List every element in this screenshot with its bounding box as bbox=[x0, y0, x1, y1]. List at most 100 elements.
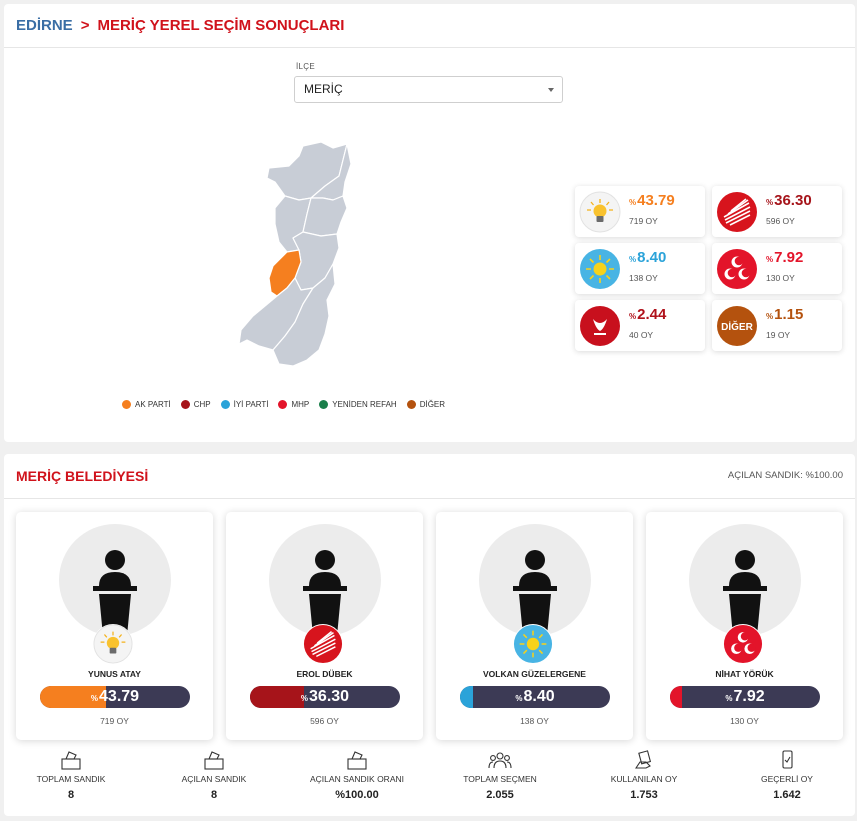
party-result-zafer[interactable]: %2.44 40 OY bbox=[575, 300, 705, 351]
ballot-box-icon bbox=[61, 751, 81, 770]
candidate-pct: %8.40 bbox=[515, 688, 555, 705]
stat-opened-ballot-boxes: AÇILAN SANDIK 8 bbox=[154, 750, 274, 801]
party-result-akp[interactable]: %43.79 719 OY bbox=[575, 186, 705, 237]
voters-group-icon bbox=[488, 752, 512, 769]
iyi-sun-icon bbox=[579, 248, 621, 290]
party-result-iyi[interactable]: %8.40 138 OY bbox=[575, 243, 705, 294]
candidate-pct: %7.92 bbox=[725, 688, 765, 705]
district-results-card: EDİRNE > MERİÇ YEREL SEÇİM SONUÇLARI İLÇ… bbox=[4, 4, 855, 442]
legend-dot bbox=[220, 400, 230, 409]
stat-label: TOPLAM SANDIK bbox=[36, 774, 106, 784]
party-votes: 596 OY bbox=[766, 216, 795, 226]
stat-value: 8 bbox=[210, 789, 218, 801]
svg-text:DİĞER: DİĞER bbox=[721, 320, 753, 333]
district-select[interactable]: MERİÇ bbox=[294, 76, 563, 103]
map-region-east[interactable] bbox=[302, 195, 348, 237]
legend-dot bbox=[122, 400, 131, 409]
legend-dot bbox=[278, 400, 288, 409]
chp-arrows-icon bbox=[716, 191, 758, 233]
candidate-podium-icon bbox=[689, 524, 801, 636]
mhp-crescents-icon bbox=[716, 248, 758, 290]
iyi-sun-icon bbox=[513, 624, 553, 664]
diger-badge-icon: DİĞER bbox=[716, 305, 758, 347]
stat-label: TOPLAM SEÇMEN bbox=[463, 774, 537, 784]
stat-value: 1.753 bbox=[630, 789, 658, 801]
zafer-crest-icon bbox=[579, 305, 621, 347]
candidate-vote-bar-fill bbox=[250, 686, 305, 708]
party-pct: %7.92 bbox=[766, 249, 804, 266]
candidate-vote-bar-fill bbox=[670, 686, 682, 708]
candidate-vote-bar-fill bbox=[460, 686, 473, 708]
party-result-diger[interactable]: DİĞER %1.15 19 OY bbox=[712, 300, 842, 351]
candidate-podium-icon bbox=[59, 524, 171, 636]
party-pct: %2.44 bbox=[629, 306, 667, 323]
stat-label: AÇILAN SANDIK ORANI bbox=[310, 774, 404, 784]
candidate-name: EROL DÜBEK bbox=[296, 669, 353, 679]
opened-ballots-label: AÇILAN SANDIK: %100.00 bbox=[727, 470, 843, 481]
municipality-title: MERİÇ BELEDİYESİ bbox=[16, 468, 149, 484]
candidate-card[interactable]: EROL DÜBEK %36.30 596 OY bbox=[226, 512, 423, 740]
candidate-podium-icon bbox=[479, 524, 591, 636]
party-pct: %43.79 bbox=[629, 192, 675, 209]
candidate-card[interactable]: NİHAT YÖRÜK %7.92 130 OY bbox=[646, 512, 843, 740]
legend-item: AK PARTİ bbox=[122, 400, 171, 409]
legend-label: MHP bbox=[291, 400, 310, 409]
legend-item: YENİDEN REFAH bbox=[319, 400, 397, 409]
candidate-votes: 130 OY bbox=[730, 716, 759, 726]
legend-dot bbox=[406, 400, 416, 409]
party-pct: %1.15 bbox=[766, 306, 804, 323]
vote-hand-icon bbox=[634, 750, 652, 769]
stat-value: 2.055 bbox=[486, 789, 514, 801]
stat-total-ballot-boxes: TOPLAM SANDIK 8 bbox=[11, 750, 131, 801]
chp-arrows-icon bbox=[303, 624, 343, 664]
valid-vote-phone-icon bbox=[782, 750, 793, 769]
legend-item: MHP bbox=[278, 400, 309, 409]
stat-used-votes: KULLANILAN OY 1.753 bbox=[584, 750, 704, 801]
legend-label: İYİ PARTİ bbox=[233, 400, 269, 409]
district-map bbox=[238, 141, 352, 367]
opened-ballot-box-icon bbox=[204, 751, 224, 770]
party-legend: AK PARTİ CHP İYİ PARTİ MHP YENİDEN REFAH… bbox=[122, 400, 445, 409]
map-region-south-east[interactable] bbox=[272, 263, 336, 367]
legend-label: YENİDEN REFAH bbox=[332, 400, 397, 409]
party-votes: 719 OY bbox=[629, 216, 658, 226]
legend-item: İYİ PARTİ bbox=[220, 400, 269, 409]
page-title: MERİÇ YEREL SEÇİM SONUÇLARI bbox=[97, 17, 345, 34]
breadcrumb-separator: > bbox=[80, 17, 90, 34]
legend-dot bbox=[180, 400, 190, 409]
legend-item: DİĞER bbox=[406, 400, 445, 409]
ballot-ratio-icon bbox=[347, 751, 367, 770]
candidate-vote-bar-fill bbox=[40, 686, 106, 708]
stat-value: 8 bbox=[67, 789, 75, 801]
party-result-mhp[interactable]: %7.92 130 OY bbox=[712, 243, 842, 294]
district-select-label: İLÇE bbox=[296, 62, 315, 71]
candidate-vote-bar: %8.40 bbox=[460, 686, 610, 708]
candidate-pct: %36.30 bbox=[300, 688, 350, 705]
party-pct: %36.30 bbox=[766, 192, 812, 209]
legend-item: CHP bbox=[180, 400, 211, 409]
district-select-value: MERİÇ bbox=[304, 82, 343, 96]
divider bbox=[4, 498, 855, 499]
party-votes: 19 OY bbox=[766, 330, 791, 340]
candidate-name: NİHAT YÖRÜK bbox=[715, 669, 774, 679]
candidate-card[interactable]: VOLKAN GÜZELERGENE %8.40 138 OY bbox=[436, 512, 633, 740]
party-votes: 138 OY bbox=[629, 273, 658, 283]
chevron-down-icon bbox=[548, 88, 554, 92]
municipality-results-card: MERİÇ BELEDİYESİ AÇILAN SANDIK: %100.00 bbox=[4, 454, 855, 816]
legend-label: AK PARTİ bbox=[135, 400, 171, 409]
stat-label: GEÇERLİ OY bbox=[761, 774, 813, 784]
party-result-chp[interactable]: %36.30 596 OY bbox=[712, 186, 842, 237]
party-pct: %8.40 bbox=[629, 249, 667, 266]
party-votes: 130 OY bbox=[766, 273, 795, 283]
breadcrumb-city-link[interactable]: EDİRNE bbox=[16, 17, 73, 34]
candidate-name: VOLKAN GÜZELERGENE bbox=[483, 669, 586, 679]
stat-label: KULLANILAN OY bbox=[610, 774, 678, 784]
candidate-card[interactable]: YUNUS ATAY %43.79 719 OY bbox=[16, 512, 213, 740]
candidate-votes: 138 OY bbox=[520, 716, 549, 726]
akp-bulb-icon bbox=[93, 624, 133, 664]
candidate-votes: 596 OY bbox=[310, 716, 339, 726]
mhp-crescents-icon bbox=[723, 624, 763, 664]
candidate-votes: 719 OY bbox=[100, 716, 129, 726]
stat-total-voters: TOPLAM SEÇMEN 2.055 bbox=[440, 750, 560, 801]
candidate-vote-bar: %7.92 bbox=[670, 686, 820, 708]
